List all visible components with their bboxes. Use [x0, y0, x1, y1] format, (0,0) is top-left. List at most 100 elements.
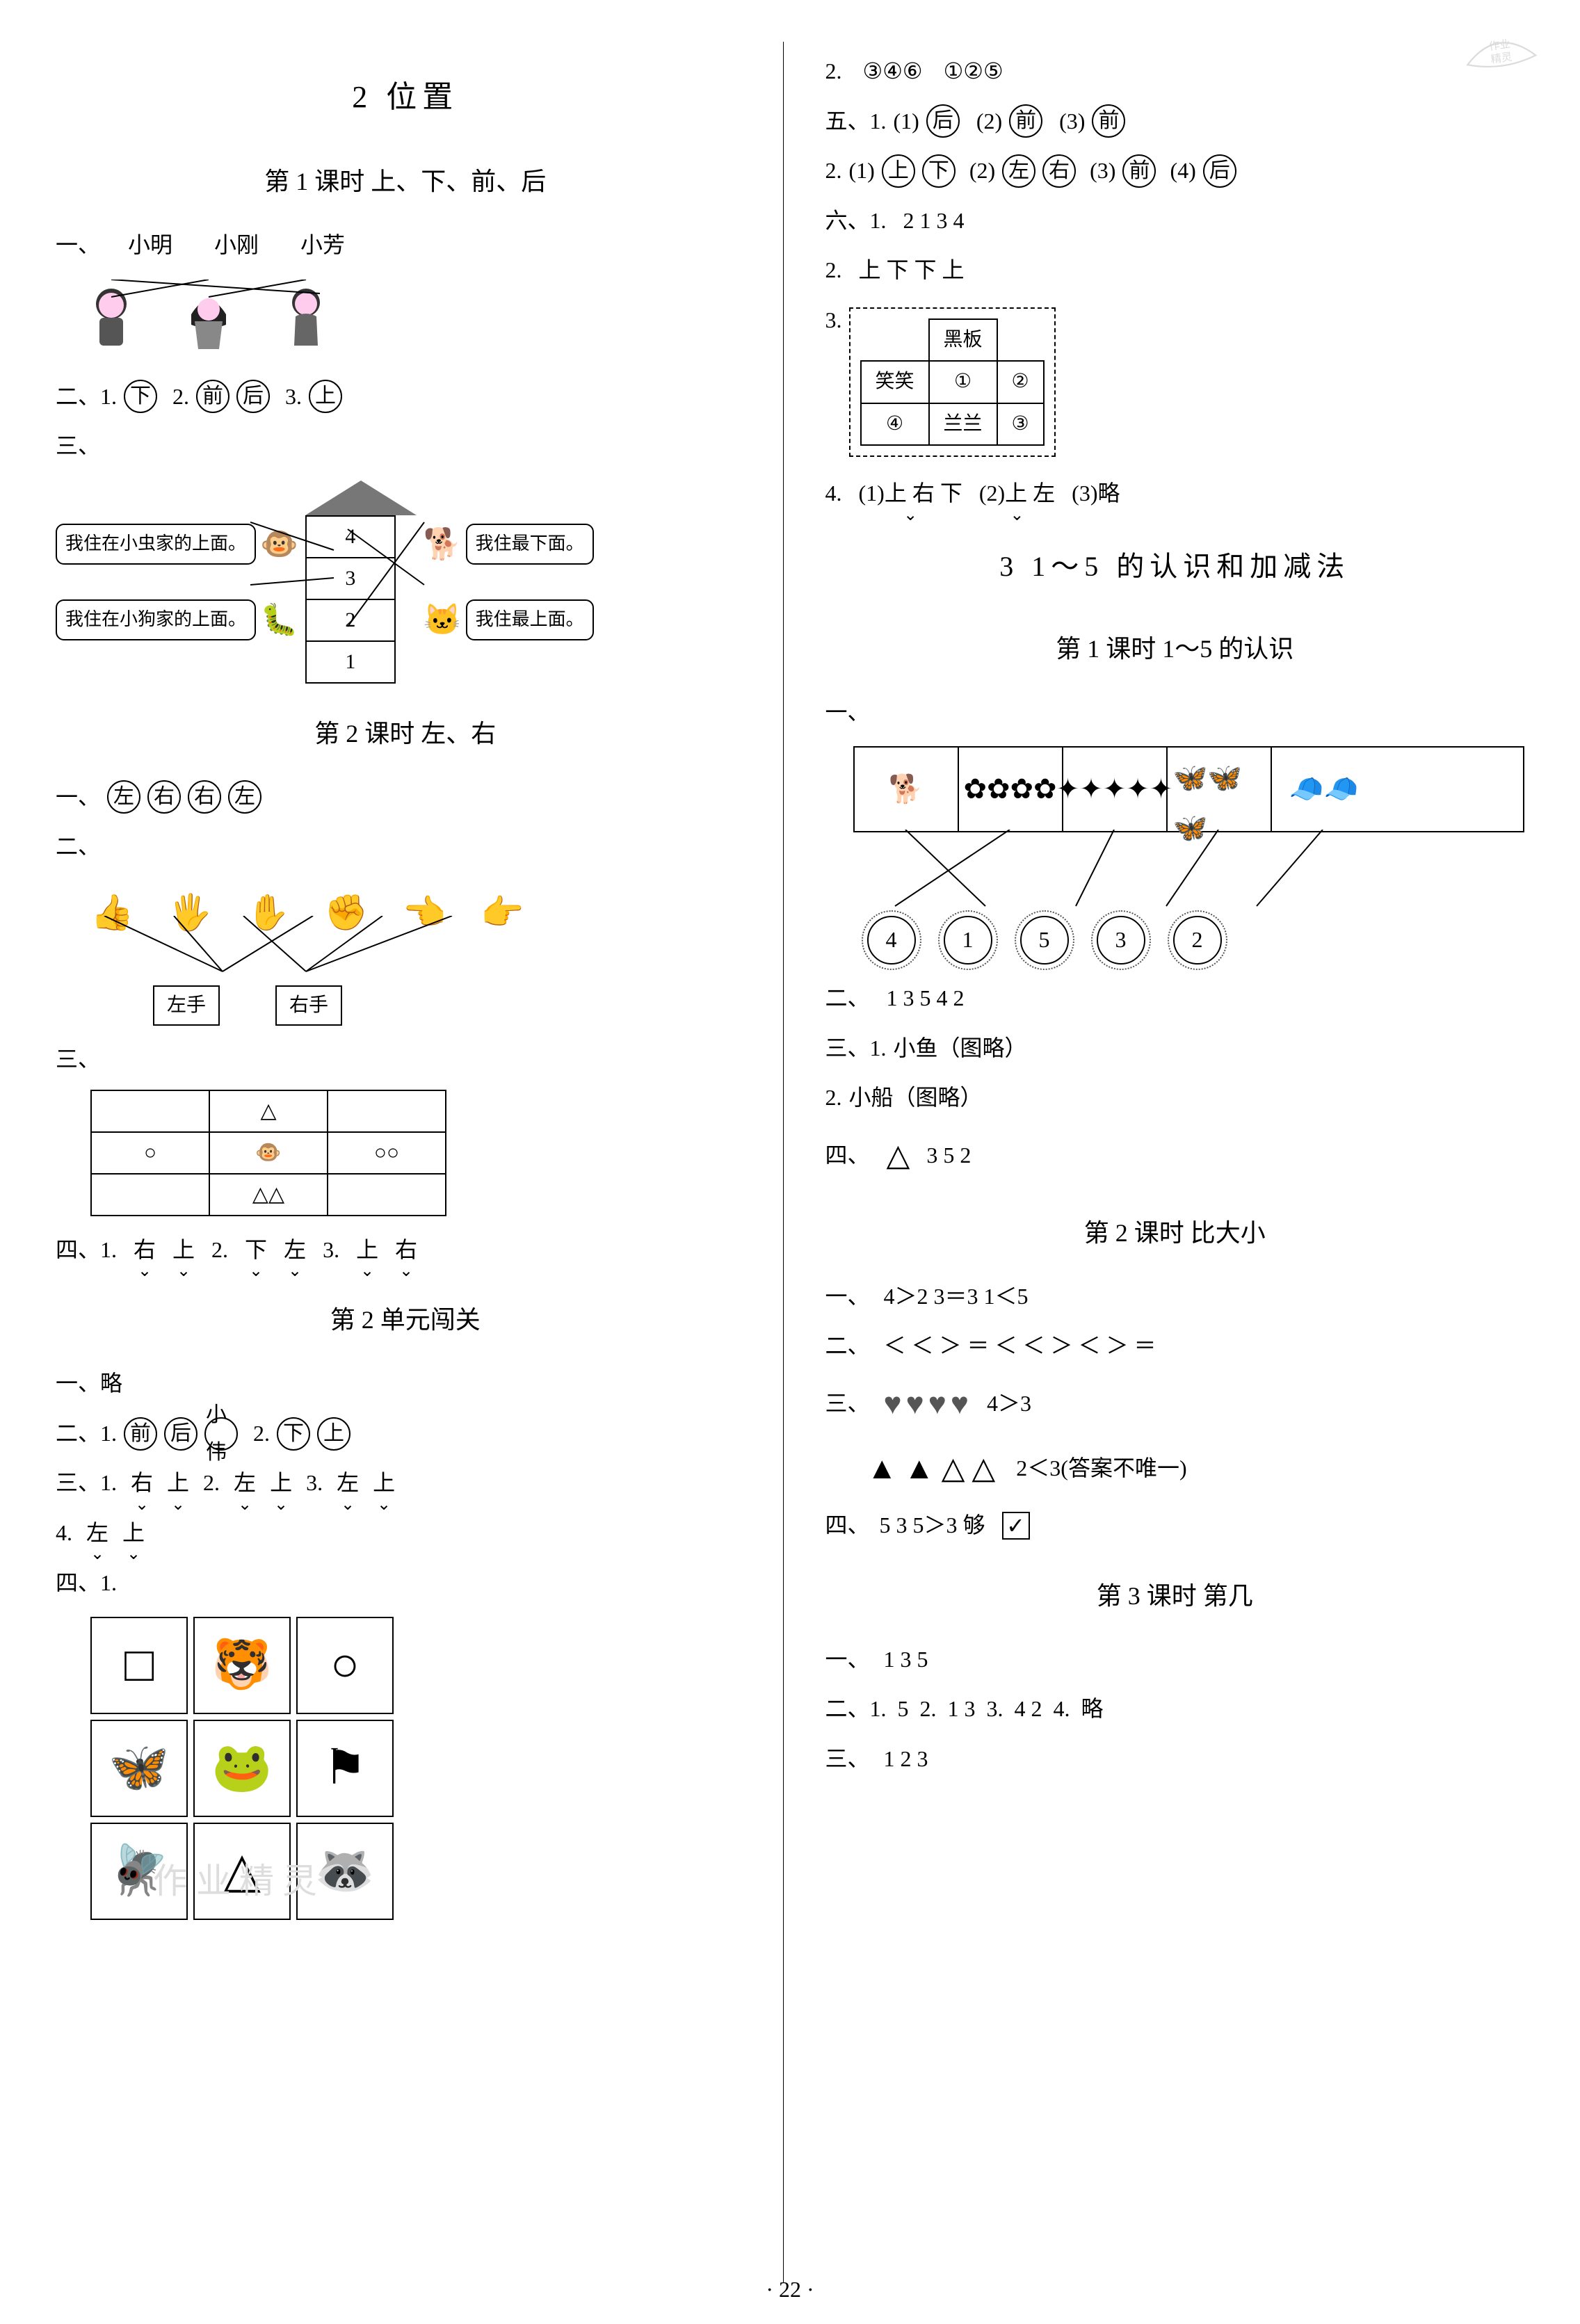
c3l1q2-vals: 1 3 5 4 2	[887, 978, 965, 1019]
rq6-4-label: 4.	[825, 474, 842, 514]
match-box-1: 🐕	[855, 748, 959, 831]
cell	[997, 319, 1044, 361]
c3l3q2-p3: 3.	[987, 1689, 1003, 1729]
cell: ④	[861, 403, 929, 445]
c3l1q2-label: 二、	[825, 978, 870, 1019]
c3l3q2-a: 5	[898, 1689, 909, 1729]
q3-label-text: 三、	[56, 426, 100, 467]
seating-chart: 黑板 笑笑①② ④兰兰③	[849, 307, 1056, 457]
c3l1q3-row: 三、1. 小鱼（图略）	[825, 1028, 1525, 1069]
cell: ③	[997, 403, 1044, 445]
c3-lesson-3-title: 第 3 课时 第几	[825, 1574, 1525, 1619]
rq2-row: 2. ③④⑥ ①②⑤	[825, 51, 1525, 92]
cell	[328, 1174, 446, 1216]
kids-row	[76, 280, 755, 356]
floor-2: 2	[307, 600, 394, 642]
c3-lesson-1-title: 第 1 课时 1～5 的认识	[825, 627, 1525, 672]
tiger-icon: 🐯	[193, 1617, 291, 1714]
rq2b-2b: 右	[1042, 154, 1076, 188]
rq6-3-row: 3. 黑板 笑笑①② ④兰兰③	[825, 300, 1525, 464]
roof-icon	[305, 481, 417, 515]
q2-p3: 3.	[285, 377, 302, 417]
rq2-label: 2.	[825, 51, 842, 92]
u2q3-c1: 左	[337, 1463, 359, 1503]
rq2-g2: ①②⑤	[944, 51, 1003, 92]
c3l1q3-2-row: 2. 小船（图略）	[825, 1078, 1525, 1118]
u2q3-p3: 3.	[306, 1463, 323, 1503]
right-column: 2. ③④⑥ ①②⑤ 五、1. (1) 后 (2) 前 (3) 前 2. (1)…	[812, 42, 1525, 2282]
u2q4-label: 4.	[56, 1513, 72, 1554]
page-number: · 22 ·	[766, 2270, 814, 2310]
u2q2-a2: 后	[164, 1417, 198, 1451]
cell: ○	[91, 1132, 209, 1174]
u2q2-a1: 前	[124, 1417, 157, 1451]
name-2: 小刚	[214, 225, 259, 266]
house: 4 3 2 1	[305, 481, 417, 684]
q2-ans-2a: 前	[196, 380, 229, 413]
match-label-text: 一、	[825, 693, 870, 733]
c3l3q2-c: 4 2	[1015, 1689, 1042, 1729]
match-label: 一、	[825, 693, 1525, 733]
match-box-3: ✦✦✦✦✦	[1063, 748, 1168, 831]
hands-section: 👍 🖐 ✋ ✊ 👈 👉 左手 右手	[56, 881, 755, 1026]
u2q3-c2: 上	[373, 1463, 395, 1503]
c3l1q4-vals: 3 5 2	[926, 1136, 971, 1176]
rq5-a3: 前	[1092, 104, 1125, 138]
left-hand-label: 左手	[153, 985, 220, 1026]
rq6-3-label: 3.	[825, 300, 842, 341]
c3l3q2-p2: 2.	[920, 1689, 937, 1729]
c3l1q4-row: 四、 △ 3 5 2	[825, 1128, 1525, 1183]
hand-lines	[90, 916, 508, 978]
l2q2-label-text: 二、	[56, 827, 100, 867]
match-top: 🐕 ✿✿✿✿ ✦✦✦✦✦ 🦋🦋🦋 🧢🧢	[853, 746, 1525, 832]
match-lines	[853, 830, 1382, 913]
c3l3q1-text: 1 3 5	[884, 1640, 928, 1680]
rq2b-p3: (3)	[1090, 151, 1115, 191]
u2q3-label: 三、1.	[56, 1463, 117, 1503]
c3l3q1-label: 一、	[825, 1640, 870, 1680]
dog-icon: 🐕	[424, 517, 462, 572]
floor-1: 1	[307, 642, 394, 682]
l2q3-label: 三、	[56, 1040, 755, 1080]
cell: 兰兰	[929, 403, 997, 445]
hand-labels: 左手 右手	[153, 985, 755, 1026]
num-4: 4	[867, 916, 916, 965]
unit-2-title: 第 2 单元闯关	[56, 1298, 755, 1343]
c3l3q2-b: 1 3	[948, 1689, 976, 1729]
c3l2q3-cmp2: 2＜3(答案不唯一)	[1016, 1449, 1186, 1489]
u2q3-p2: 2.	[203, 1463, 220, 1503]
lesson-2-title: 第 2 课时 左、右	[56, 711, 755, 757]
rq2-g1: ③④⑥	[863, 51, 923, 92]
cell	[91, 1174, 209, 1216]
c3l1q3-2-text: 小船（图略）	[849, 1078, 983, 1118]
monkey-icon: 🐵	[260, 517, 298, 572]
q1-label: 一、	[56, 225, 100, 266]
chapter-3-title: 3 1～5 的认识和加减法	[825, 542, 1525, 592]
l2q4-row: 四、1. 右 上 2. 下 左 3. 上 右	[56, 1230, 755, 1270]
rq6-label: 六、1.	[825, 201, 887, 241]
name-3: 小芳	[300, 225, 345, 266]
l2q4-p2: 2.	[211, 1230, 228, 1270]
shape-grid: △ ○🐵○○ △△	[90, 1090, 446, 1216]
rq5-a2: 前	[1009, 104, 1042, 138]
cell: ①	[929, 361, 997, 403]
c3l3q2-p4: 4.	[1054, 1689, 1070, 1729]
cell	[91, 1090, 209, 1132]
c3l1q3-2-label: 2.	[825, 1078, 842, 1118]
triangle-icon: △	[887, 1128, 910, 1183]
butterfly-icon: 🦋	[90, 1720, 188, 1817]
q2-row: 二、1. 下 2. 前 后 3. 上	[56, 377, 755, 417]
cell: 笑笑	[861, 361, 929, 403]
name-1: 小明	[128, 225, 172, 266]
l2q4-c1: 上	[356, 1230, 378, 1270]
u2q3-b2: 上	[270, 1463, 292, 1503]
c3l2q3-label: 三、	[825, 1384, 870, 1424]
c3l2q2-text: ＜ ＜ ＞ ＝ ＜ ＜ ＞ ＜ ＞ ＝	[884, 1326, 1156, 1366]
q2-label: 二、1.	[56, 377, 117, 417]
floor-4: 4	[307, 517, 394, 558]
c3l2q1-row: 一、 4＞2 3＝3 1＜5	[825, 1277, 1525, 1317]
u2q1: 一、略	[56, 1364, 755, 1404]
c3l2q4-row: 四、 5 3 5＞3 够 ✓	[825, 1506, 1525, 1546]
chapter-2-title: 2 位置	[56, 70, 755, 124]
l2q1-label: 一、	[56, 777, 100, 818]
